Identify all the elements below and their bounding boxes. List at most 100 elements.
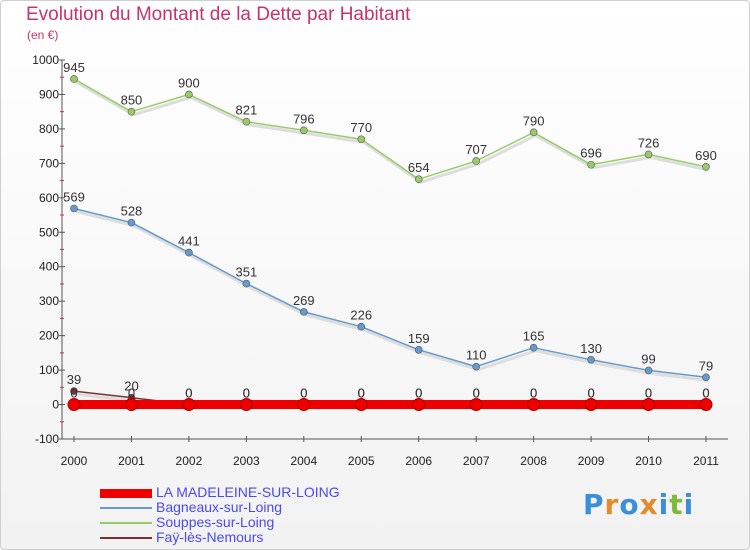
legend-label: Faÿ-lès-Nemours (156, 529, 264, 545)
y-tick-label: 200 (39, 329, 59, 343)
data-point (642, 398, 656, 412)
x-tick-label: 2010 (635, 454, 662, 468)
y-tick-label: 500 (39, 225, 59, 239)
data-label: 110 (466, 348, 487, 363)
logo-letter: x (639, 488, 659, 521)
data-point (469, 398, 483, 412)
legend-swatch (100, 489, 152, 498)
proxiti-logo: Proxiti (583, 488, 694, 521)
data-label: 654 (408, 160, 430, 175)
data-label: 99 (641, 351, 655, 366)
data-point (124, 398, 138, 412)
data-point (70, 204, 78, 213)
data-point (185, 90, 193, 99)
data-point (242, 117, 251, 126)
data-label: 0 (300, 386, 307, 401)
data-point (182, 398, 196, 412)
data-label: 945 (63, 60, 85, 75)
data-point (300, 308, 308, 316)
data-label: 0 (128, 386, 135, 401)
x-tick-label: 2004 (290, 454, 317, 468)
series-shadow (75, 210, 709, 382)
data-point (587, 160, 595, 169)
data-point (127, 107, 136, 116)
data-point (242, 279, 251, 288)
y-tick-label: 400 (39, 260, 59, 274)
data-label: 0 (70, 386, 77, 401)
line-chart: -100010020030040050060070080090010002000… (32, 53, 728, 468)
data-label: 351 (236, 265, 258, 280)
data-point (414, 175, 423, 184)
data-label: 0 (530, 386, 537, 401)
data-label: 0 (645, 386, 652, 401)
data-label: 20 (124, 379, 138, 394)
data-point (127, 218, 136, 227)
data-label: 159 (408, 331, 430, 346)
legend-swatch (100, 522, 152, 524)
data-label: 0 (702, 386, 709, 401)
chart-subtitle: (en €) (27, 28, 59, 42)
data-label: 0 (587, 386, 594, 401)
data-label: 130 (580, 341, 602, 356)
x-tick-label: 2000 (61, 454, 88, 468)
series-line (73, 78, 707, 180)
data-label: 0 (645, 386, 652, 401)
legend-label: Souppes-sur-Loing (156, 514, 275, 530)
data-label: 0 (185, 386, 192, 401)
x-tick-label: 2006 (405, 454, 432, 468)
data-label: 821 (236, 103, 258, 118)
y-tick-label: 1000 (32, 53, 59, 67)
data-point (699, 398, 713, 412)
y-tick-label: 0 (52, 398, 59, 412)
data-point (414, 345, 423, 354)
data-label: 0 (243, 386, 250, 401)
legend-swatch (100, 537, 152, 539)
y-tick-label: 100 (39, 363, 59, 377)
data-point (70, 75, 78, 83)
data-label: 707 (465, 142, 487, 157)
x-tick-label: 2001 (118, 454, 145, 468)
logo-letter: P (583, 488, 605, 521)
data-label: 441 (178, 234, 200, 249)
data-label: 528 (121, 204, 143, 219)
legend-label: Bagneaux-sur-Loing (156, 499, 283, 515)
data-point (644, 366, 653, 375)
logo-letter: i (658, 488, 670, 521)
data-point (527, 398, 541, 412)
series-line (73, 207, 707, 379)
chart-title: Evolution du Montant de la Dette par Hab… (26, 4, 411, 25)
data-point (70, 387, 78, 395)
data-point (239, 398, 253, 412)
x-tick-label: 2007 (463, 454, 490, 468)
data-label: 269 (293, 293, 315, 308)
data-point (587, 355, 595, 364)
data-point (529, 343, 538, 352)
data-label: 796 (293, 111, 315, 126)
data-point (357, 135, 366, 144)
data-point (472, 362, 480, 371)
data-label: 690 (695, 148, 717, 163)
data-label: 900 (178, 75, 200, 90)
data-label: 226 (350, 308, 372, 323)
legend-swatch (100, 507, 152, 509)
data-label: 0 (415, 386, 422, 401)
data-point (702, 373, 710, 382)
data-point (185, 248, 193, 257)
data-label: 569 (63, 189, 85, 204)
data-label: 770 (350, 120, 372, 135)
logo-letter: t (669, 488, 684, 521)
x-tick-label: 2005 (348, 454, 375, 468)
legend-label: LA MADELEINE-SUR-LOING (156, 484, 340, 500)
x-tick-label: 2011 (693, 454, 719, 468)
y-tick-label: 700 (39, 156, 59, 170)
data-label: 0 (530, 386, 537, 401)
y-tick-label: 300 (39, 294, 59, 308)
data-label: 0 (415, 386, 422, 401)
logo-letter: r (604, 488, 620, 521)
x-tick-label: 2002 (176, 454, 203, 468)
data-label: 0 (185, 386, 192, 401)
data-label: 790 (523, 113, 545, 128)
data-label: 79 (699, 358, 713, 373)
data-point (529, 128, 538, 137)
